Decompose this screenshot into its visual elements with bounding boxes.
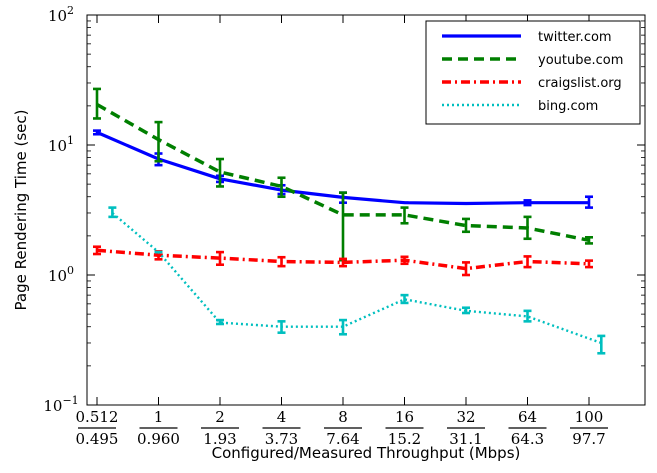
y-axis-label: Page Rendering Time (sec) xyxy=(12,110,30,311)
error-bar xyxy=(216,250,224,267)
error-bar xyxy=(108,206,117,219)
x-tick-label-measured: 1.93 xyxy=(203,430,236,448)
legend-box xyxy=(425,20,641,125)
y-tick-label: 101 xyxy=(48,134,74,155)
error-bar xyxy=(400,255,409,266)
chart-axes: 10−1 100 101 102 0.512 0.495 1 0.960 2 1.93 4 3.73 8… xyxy=(43,4,645,448)
error-bar xyxy=(523,215,532,241)
error-bar xyxy=(597,334,606,355)
error-bar xyxy=(339,318,347,336)
x-tick-label-configured: 100 xyxy=(575,408,604,426)
error-bar xyxy=(462,217,470,234)
x-tick-label-measured: 64.3 xyxy=(511,430,544,448)
legend-item-twitter.com: twitter.com xyxy=(442,30,612,45)
error-bar xyxy=(216,157,224,188)
series-line xyxy=(111,212,602,345)
error-bar xyxy=(585,195,593,209)
error-bar xyxy=(585,259,593,269)
x-tick-label-configured: 16 xyxy=(395,408,414,426)
error-bar xyxy=(93,87,101,120)
legend-item-bing.com: bing.com xyxy=(442,99,598,114)
error-bar xyxy=(339,257,347,268)
error-bar xyxy=(277,320,286,334)
error-bar xyxy=(93,129,101,136)
error-bar xyxy=(462,261,470,277)
x-tick-label-configured: 0.512 xyxy=(76,408,119,426)
series-youtube.com xyxy=(93,87,593,262)
error-bar xyxy=(523,199,532,207)
legend-label: craigslist.org xyxy=(538,76,622,91)
error-bar xyxy=(462,306,470,315)
error-bar xyxy=(93,245,101,256)
error-bar xyxy=(277,176,286,199)
legend-label: twitter.com xyxy=(538,30,612,45)
legend-item-craigslist.org: craigslist.org xyxy=(442,76,622,91)
error-bar xyxy=(277,255,286,268)
x-tick-label-measured: 0.960 xyxy=(137,430,180,448)
error-bar xyxy=(154,120,163,163)
x-tick-label-configured: 1 xyxy=(154,408,164,426)
series-bing.com xyxy=(108,206,606,355)
x-tick-label-configured: 64 xyxy=(518,408,537,426)
series-line xyxy=(96,102,590,243)
x-tick-label-configured: 2 xyxy=(215,408,225,426)
x-tick-label-configured: 4 xyxy=(277,408,287,426)
x-tick-label-configured: 32 xyxy=(456,408,475,426)
legend-label: bing.com xyxy=(538,99,598,114)
x-tick-label-measured: 7.64 xyxy=(326,430,359,448)
error-bar xyxy=(400,206,409,225)
legend-label: youtube.com xyxy=(538,53,623,68)
chart-marks xyxy=(93,87,606,355)
error-bar xyxy=(400,293,409,305)
error-bar xyxy=(216,318,224,326)
y-tick-label: 100 xyxy=(48,264,74,285)
x-tick-label-measured: 0.495 xyxy=(76,430,119,448)
y-tick-label: 10−1 xyxy=(43,394,78,415)
x-axis-label: Configured/Measured Throughput (Mbps) xyxy=(212,444,521,462)
legend: twitter.com youtube.com craigslist.org bing… xyxy=(425,20,641,125)
x-tick-label-measured: 31.1 xyxy=(449,430,482,448)
x-tick-label-measured: 3.73 xyxy=(265,430,298,448)
y-tick-label: 102 xyxy=(48,4,74,25)
error-bar xyxy=(523,309,532,323)
error-bar xyxy=(585,235,593,245)
error-bar xyxy=(523,255,532,269)
x-tick-label-configured: 8 xyxy=(338,408,348,426)
series-line xyxy=(96,248,590,271)
x-tick-label-measured: 97.7 xyxy=(572,430,605,448)
x-tick-label-measured: 15.2 xyxy=(388,430,421,448)
legend-item-youtube.com: youtube.com xyxy=(442,53,623,68)
